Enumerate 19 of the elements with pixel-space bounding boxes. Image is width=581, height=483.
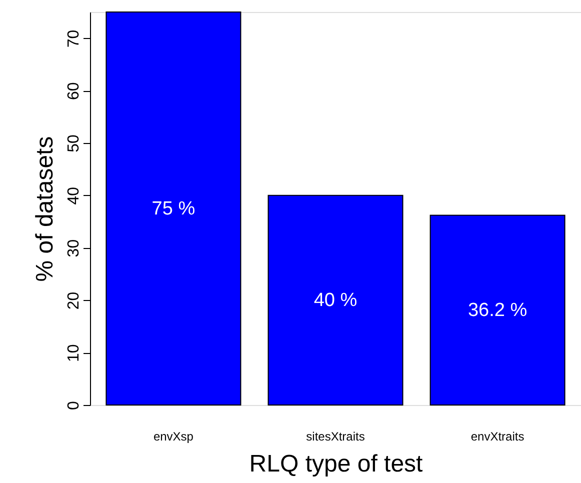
y-tick-label: 30	[66, 239, 82, 258]
x-tick-label: envXsp	[153, 430, 194, 444]
bar	[268, 194, 404, 406]
y-tick-label: 60	[66, 82, 82, 100]
y-tick-label: 70	[66, 30, 82, 48]
bar	[106, 12, 242, 406]
y-tick-label: 50	[66, 134, 82, 152]
x-tick-label: envXtraits	[470, 430, 524, 444]
data-label: 40 %	[314, 290, 358, 312]
y-axis-title: % of datasets	[32, 136, 58, 282]
x-tick-label: sitesXtraits	[306, 430, 365, 444]
y-tick-label: 40	[66, 186, 82, 205]
bar	[430, 214, 566, 406]
x-axis-title: RLQ type of test	[249, 450, 424, 478]
y-tick-label: 0	[66, 400, 82, 410]
data-label: 75 %	[152, 198, 196, 220]
data-label: 36.2 %	[468, 300, 528, 322]
y-tick-label: 20	[66, 292, 82, 310]
y-tick-label: 10	[66, 344, 82, 362]
